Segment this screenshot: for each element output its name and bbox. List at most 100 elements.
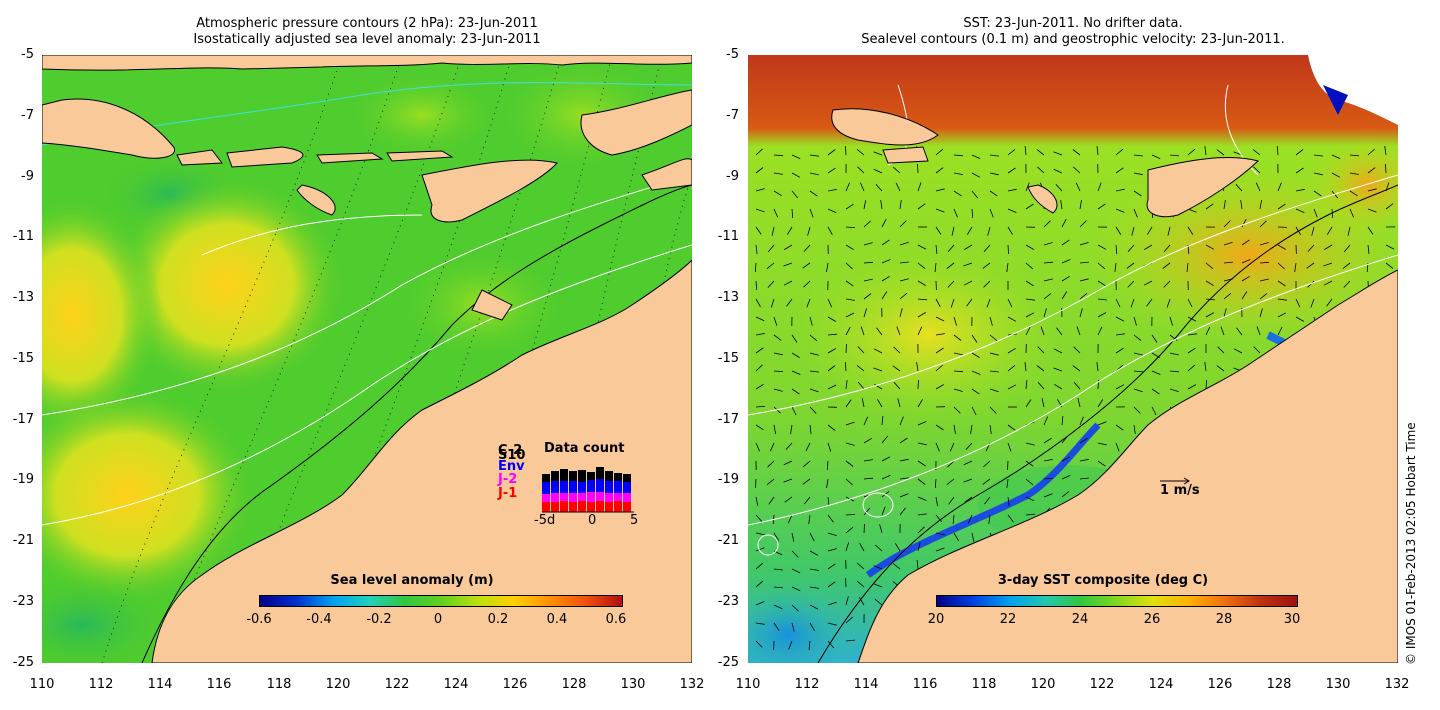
velocity-vector xyxy=(1204,146,1207,156)
velocity-vector xyxy=(845,280,854,287)
velocity-vector xyxy=(1079,458,1089,462)
velocity-vector xyxy=(1223,200,1226,210)
velocity-vector xyxy=(1097,460,1106,467)
velocity-vector xyxy=(787,514,793,524)
velocity-vector xyxy=(986,298,991,308)
velocity-vector xyxy=(791,406,797,416)
histogram-bar xyxy=(542,482,550,494)
x-tick: 120 xyxy=(1030,677,1056,692)
ssla-map[interactable]: C-2 S10 Env J-2 J-1 Data count -5d 0 5 S… xyxy=(42,55,692,663)
velocity-vector xyxy=(1166,298,1171,308)
legend-xtick: 5 xyxy=(630,513,639,528)
velocity-vector xyxy=(917,399,923,408)
velocity-vector xyxy=(770,442,775,452)
velocity-vector xyxy=(845,616,853,624)
sst-colorbar-title: 3-day SST composite (deg C) xyxy=(997,573,1209,588)
velocity-vector xyxy=(809,316,813,326)
velocity-vector xyxy=(1307,244,1315,252)
velocity-vector xyxy=(859,543,865,552)
sst-map[interactable]: 1 m/s 3-day SST composite (deg C) xyxy=(748,55,1398,663)
velocity-vector xyxy=(1307,280,1315,288)
velocity-vector xyxy=(917,542,921,552)
velocity-vector xyxy=(863,200,867,210)
velocity-vector xyxy=(917,262,926,269)
velocity-scale-label: 1 m/s xyxy=(1160,483,1200,498)
velocity-vector xyxy=(935,532,945,536)
velocity-vector xyxy=(873,367,883,372)
velocity-vector xyxy=(1295,167,1304,174)
velocity-vector xyxy=(984,496,991,505)
x-tick: 112 xyxy=(794,677,820,692)
velocity-vector xyxy=(1025,496,1035,502)
velocity-vector xyxy=(858,597,865,606)
velocity-vector xyxy=(755,514,763,522)
y-tick: -23 xyxy=(717,594,739,609)
velocity-vector xyxy=(755,333,765,336)
velocity-vector xyxy=(1187,364,1196,372)
velocity-vector xyxy=(773,388,783,392)
velocity-vector xyxy=(863,523,865,534)
velocity-vector xyxy=(966,226,973,235)
velocity-vector xyxy=(791,550,799,558)
velocity-vector xyxy=(1007,442,1012,452)
land-island xyxy=(471,289,513,321)
velocity-vector xyxy=(1025,460,1034,467)
velocity-vector xyxy=(773,622,780,631)
velocity-vector xyxy=(899,220,907,228)
velocity-vector xyxy=(989,208,994,218)
velocity-vector xyxy=(1306,262,1315,269)
velocity-vector xyxy=(856,562,865,570)
x-tick: 116 xyxy=(912,677,938,692)
velocity-vector xyxy=(989,316,993,326)
colorbar-tick: 0.6 xyxy=(605,612,627,627)
velocity-vector xyxy=(755,496,759,506)
velocity-vector xyxy=(845,460,854,467)
histogram-bar xyxy=(578,493,586,501)
velocity-vector xyxy=(1025,513,1036,516)
x-tick: 120 xyxy=(325,677,351,692)
velocity-vector xyxy=(845,343,847,354)
velocity-vector xyxy=(1097,262,1106,270)
velocity-vector xyxy=(1323,280,1333,286)
left-title: Atmospheric pressure contours (2 hPa): 2… xyxy=(42,16,692,48)
y-tick: -9 xyxy=(21,169,34,184)
velocity-vector xyxy=(873,151,883,156)
velocity-vector xyxy=(1253,166,1261,174)
velocity-vector xyxy=(1115,148,1124,156)
velocity-vector xyxy=(1241,275,1250,282)
velocity-vector xyxy=(1169,388,1179,392)
velocity-vector xyxy=(1323,262,1333,267)
velocity-vector xyxy=(1079,416,1084,426)
velocity-vector xyxy=(1007,226,1013,235)
velocity-vector xyxy=(1326,226,1333,235)
velocity-vector xyxy=(755,262,757,273)
velocity-vector xyxy=(755,601,765,606)
velocity-vector xyxy=(809,586,819,589)
velocity-vector xyxy=(863,507,871,516)
velocity-vector xyxy=(1072,149,1081,156)
velocity-vector xyxy=(1115,333,1125,336)
x-tick: 114 xyxy=(853,677,879,692)
velocity-vector xyxy=(1007,167,1016,174)
velocity-vector xyxy=(947,460,955,468)
x-tick: 128 xyxy=(1266,677,1292,692)
velocity-vector xyxy=(1187,148,1196,156)
y-tick: -15 xyxy=(717,351,739,366)
velocity-vector xyxy=(1133,190,1142,197)
velocity-vector xyxy=(875,184,883,192)
land-australia xyxy=(857,269,1398,663)
velocity-vector xyxy=(1277,262,1285,270)
velocity-vector xyxy=(1169,334,1178,341)
colorbar-tick: -0.2 xyxy=(366,612,392,627)
land-islands xyxy=(42,55,692,223)
velocity-vector xyxy=(1007,347,1016,354)
velocity-vector xyxy=(1133,316,1137,326)
velocity-vector xyxy=(1169,316,1173,326)
velocity-vector xyxy=(971,154,981,159)
x-tick: 132 xyxy=(679,677,705,692)
x-tick: 110 xyxy=(29,677,55,692)
velocity-vector xyxy=(1097,182,1102,192)
velocity-vector xyxy=(1073,381,1081,390)
sst-colorbar xyxy=(936,595,1298,607)
velocity-vector xyxy=(1151,406,1157,416)
